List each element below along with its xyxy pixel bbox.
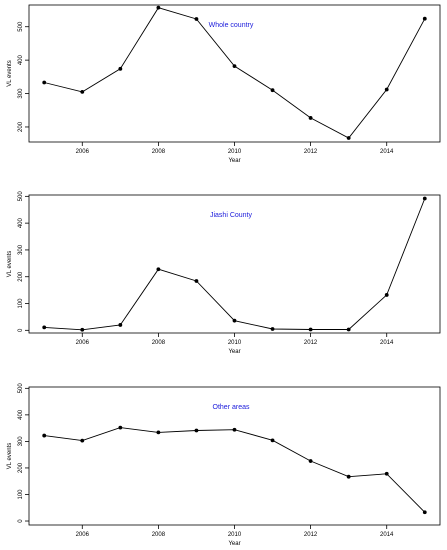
y-tick-label: 100 (18, 298, 24, 309)
data-point (194, 279, 199, 283)
x-tick-label: 2008 (152, 340, 166, 346)
series-line (44, 427, 426, 513)
data-point (270, 438, 275, 443)
data-point (156, 5, 161, 10)
x-tick-label: 2010 (228, 340, 242, 346)
data-point (118, 425, 123, 430)
x-tick-label: 2014 (380, 149, 394, 155)
chart-panel-3: 2006 2008 2010 2012 2014 0 100 200 300 400 500 Year… (7, 383, 441, 547)
y-axis-label: VL events (7, 443, 13, 469)
y-axis-label: VL events (7, 251, 13, 277)
y-tick-label: 400 (18, 217, 24, 228)
data-point (118, 323, 123, 327)
chart-title: Jiashi County (210, 212, 253, 219)
data-point (118, 66, 123, 71)
data-point (422, 16, 427, 21)
data-point (422, 196, 427, 201)
x-tick-label: 2010 (228, 532, 242, 538)
data-point (308, 116, 313, 120)
data-point (194, 17, 199, 21)
chart-title: Whole country (209, 22, 254, 29)
y-tick-label: 100 (18, 489, 24, 500)
y-tick-label: 400 (18, 409, 24, 420)
data-point (384, 471, 389, 476)
y-tick-label: 300 (18, 436, 24, 447)
data-point (308, 459, 313, 463)
y-tick-label: 200 (18, 121, 24, 132)
y-tick-label: 200 (18, 271, 24, 282)
data-point (156, 430, 161, 435)
x-tick-label: 2014 (380, 340, 394, 346)
x-tick-label: 2014 (380, 532, 394, 538)
y-tick-label: 200 (18, 462, 24, 473)
x-tick-label: 2006 (76, 149, 90, 155)
data-point (42, 433, 47, 438)
y-tick-label: 500 (18, 21, 24, 32)
data-point (346, 474, 351, 479)
chart-panels: 2006 2008 2010 2012 2014 200 300 400 500 Year VL e… (7, 4, 441, 547)
y-tick-label: 0 (18, 519, 24, 523)
x-tick-label: 2008 (152, 532, 166, 538)
y-tick-label: 0 (18, 328, 24, 332)
data-point (232, 64, 237, 69)
data-point (42, 80, 47, 85)
data-point (270, 88, 275, 93)
x-tick-label: 2006 (76, 532, 90, 538)
data-point (80, 89, 85, 94)
chart-title: Other areas (213, 404, 250, 411)
x-tick-label: 2008 (152, 149, 166, 155)
data-point (80, 438, 85, 443)
data-point (42, 325, 47, 330)
data-point (308, 327, 313, 332)
data-point (422, 510, 427, 515)
y-axis-label: VL events (7, 60, 13, 86)
x-tick-label: 2006 (76, 340, 90, 346)
data-point (156, 267, 161, 272)
data-point (384, 87, 389, 92)
x-tick-label: 2012 (304, 149, 318, 155)
y-tick-label: 300 (18, 244, 24, 255)
y-tick-label: 500 (18, 191, 24, 202)
x-axis-label: Year (228, 541, 240, 547)
data-point (384, 293, 389, 297)
x-tick-label: 2010 (228, 149, 242, 155)
y-tick-label: 300 (18, 88, 24, 99)
data-point (232, 427, 237, 432)
x-tick-label: 2012 (304, 340, 318, 346)
data-point (346, 327, 351, 332)
chart-panel-1: 2006 2008 2010 2012 2014 200 300 400 500 Year VL e… (7, 4, 441, 164)
data-point (194, 428, 199, 433)
x-axis-label: Year (228, 158, 240, 164)
y-tick-label: 400 (18, 54, 24, 65)
data-point (270, 327, 275, 331)
y-tick-label: 500 (18, 383, 24, 394)
x-axis-label: Year (228, 349, 240, 355)
x-tick-label: 2012 (304, 532, 318, 538)
data-point (232, 318, 237, 323)
data-point (346, 136, 351, 140)
data-point (80, 327, 85, 332)
chart-panel-2: 2006 2008 2010 2012 2014 0 100 200 300 400 500 Year… (7, 191, 441, 355)
